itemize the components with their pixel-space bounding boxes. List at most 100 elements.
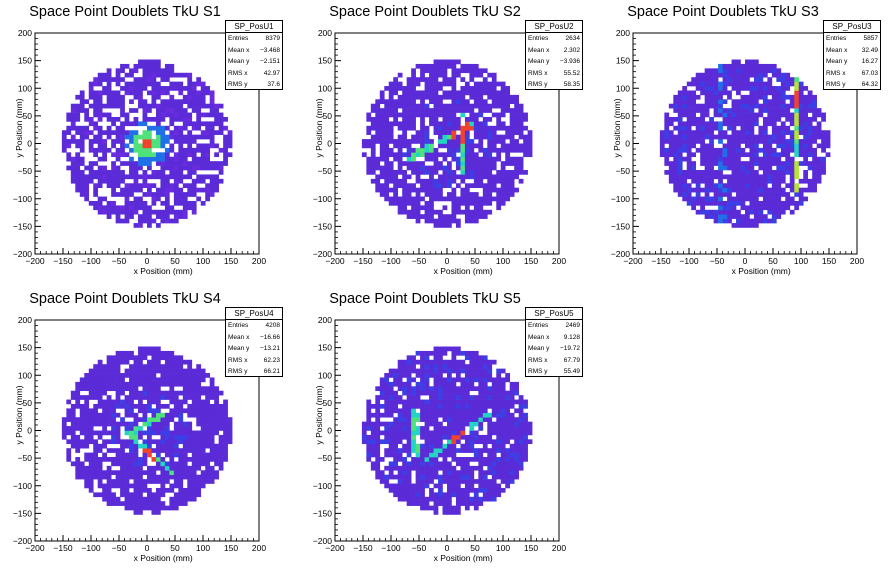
- heatmap-cell: [169, 81, 175, 87]
- heatmap-cell: [155, 364, 161, 369]
- heatmap-cell: [704, 209, 710, 215]
- heatmap-cell: [133, 139, 139, 144]
- heatmap-cell: [402, 94, 407, 100]
- heatmap-cell: [695, 86, 701, 91]
- heatmap-cell: [411, 355, 416, 361]
- heatmap-cell: [411, 214, 416, 219]
- heatmap-cell: [664, 134, 670, 140]
- x-tick-label: −50: [112, 543, 127, 553]
- heatmap-cell: [191, 487, 197, 493]
- heatmap-cell: [704, 134, 710, 140]
- heatmap-cell: [447, 412, 452, 418]
- heatmap-cell: [227, 430, 233, 436]
- heatmap-cell: [397, 457, 403, 462]
- heatmap-cell: [402, 86, 407, 91]
- heatmap-cell: [447, 143, 452, 149]
- heatmap-cell: [487, 200, 493, 206]
- heatmap-cell: [88, 426, 94, 431]
- heatmap-cell: [713, 200, 719, 206]
- heatmap-cell: [722, 152, 728, 158]
- heatmap-cell: [182, 496, 188, 502]
- heatmap-cell: [812, 130, 817, 135]
- heatmap-cell: [455, 373, 461, 378]
- heatmap-cell: [527, 152, 533, 158]
- heatmap-cell: [187, 412, 193, 418]
- stats-value: 4208: [265, 322, 280, 329]
- heatmap-cell: [106, 72, 112, 78]
- heatmap-cell: [142, 439, 148, 445]
- heatmap-cell: [420, 359, 425, 365]
- heatmap-cell: [406, 108, 412, 113]
- heatmap-cell: [776, 72, 782, 78]
- heatmap-cell: [182, 139, 188, 144]
- heatmap-cell: [214, 103, 219, 109]
- heatmap-cell: [411, 395, 416, 400]
- heatmap-cell: [451, 174, 457, 180]
- x-tick-label: −50: [710, 256, 725, 266]
- heatmap-cell: [731, 125, 737, 131]
- heatmap-cell: [187, 183, 193, 188]
- heatmap-cell: [762, 72, 768, 78]
- heatmap-cell: [438, 452, 443, 458]
- heatmap-cell: [429, 187, 434, 193]
- heatmap-cell: [473, 434, 479, 440]
- heatmap-cell: [482, 161, 488, 166]
- heatmap-cell: [455, 350, 461, 356]
- heatmap-cell: [455, 470, 461, 475]
- heatmap-cell: [155, 112, 161, 118]
- heatmap-cell: [142, 192, 148, 197]
- heatmap-cell: [455, 501, 461, 506]
- heatmap-cell: [227, 434, 233, 440]
- heatmap-cell: [393, 152, 399, 158]
- heatmap-cell: [397, 395, 403, 400]
- heatmap-cell: [776, 156, 782, 162]
- heatmap-cell: [164, 139, 170, 144]
- heatmap-cell: [745, 161, 750, 166]
- heatmap-cell: [464, 125, 470, 131]
- heatmap-cell: [438, 86, 443, 91]
- heatmap-cell: [124, 218, 130, 224]
- heatmap-cell: [93, 200, 99, 206]
- heatmap-cell: [438, 99, 443, 105]
- heatmap-cell: [97, 368, 103, 374]
- heatmap-cell: [164, 505, 170, 511]
- heatmap-cell: [727, 196, 732, 202]
- heatmap-cell: [124, 174, 130, 180]
- heatmap-cell: [505, 390, 511, 396]
- heatmap-cell: [424, 501, 430, 506]
- heatmap-cell: [482, 390, 488, 396]
- heatmap-cell: [393, 390, 399, 396]
- heatmap-cell: [424, 350, 430, 356]
- heatmap-cell: [84, 426, 90, 431]
- heatmap-cell: [106, 368, 112, 374]
- heatmap-cell: [455, 510, 461, 515]
- heatmap-cell: [370, 116, 376, 122]
- heatmap-cell: [527, 143, 533, 149]
- heatmap-cell: [209, 161, 215, 166]
- heatmap-cell: [200, 121, 206, 127]
- heatmap-cell: [491, 461, 497, 467]
- heatmap-cell: [102, 165, 107, 171]
- heatmap-cell: [147, 183, 152, 188]
- heatmap-cell: [70, 108, 76, 113]
- heatmap-cell: [682, 192, 688, 197]
- heatmap-cell: [447, 364, 452, 369]
- heatmap-cell: [151, 94, 157, 100]
- heatmap-cell: [447, 496, 452, 502]
- heatmap-cell: [129, 355, 134, 361]
- heatmap-cell: [97, 94, 103, 100]
- heatmap-cell: [420, 350, 425, 356]
- heatmap-cell: [447, 465, 452, 471]
- heatmap-cell: [749, 81, 755, 87]
- heatmap-cell: [455, 147, 461, 153]
- heatmap-cell: [500, 434, 506, 440]
- heatmap-cell: [460, 147, 466, 153]
- x-tick-label: −150: [353, 256, 372, 266]
- heatmap-cell: [469, 483, 475, 489]
- heatmap-cell: [812, 112, 817, 118]
- heatmap-cell: [762, 156, 768, 162]
- heatmap-cell: [182, 443, 188, 449]
- heatmap-cell: [388, 430, 394, 436]
- heatmap-cell: [424, 421, 430, 427]
- heatmap-cell: [491, 457, 497, 462]
